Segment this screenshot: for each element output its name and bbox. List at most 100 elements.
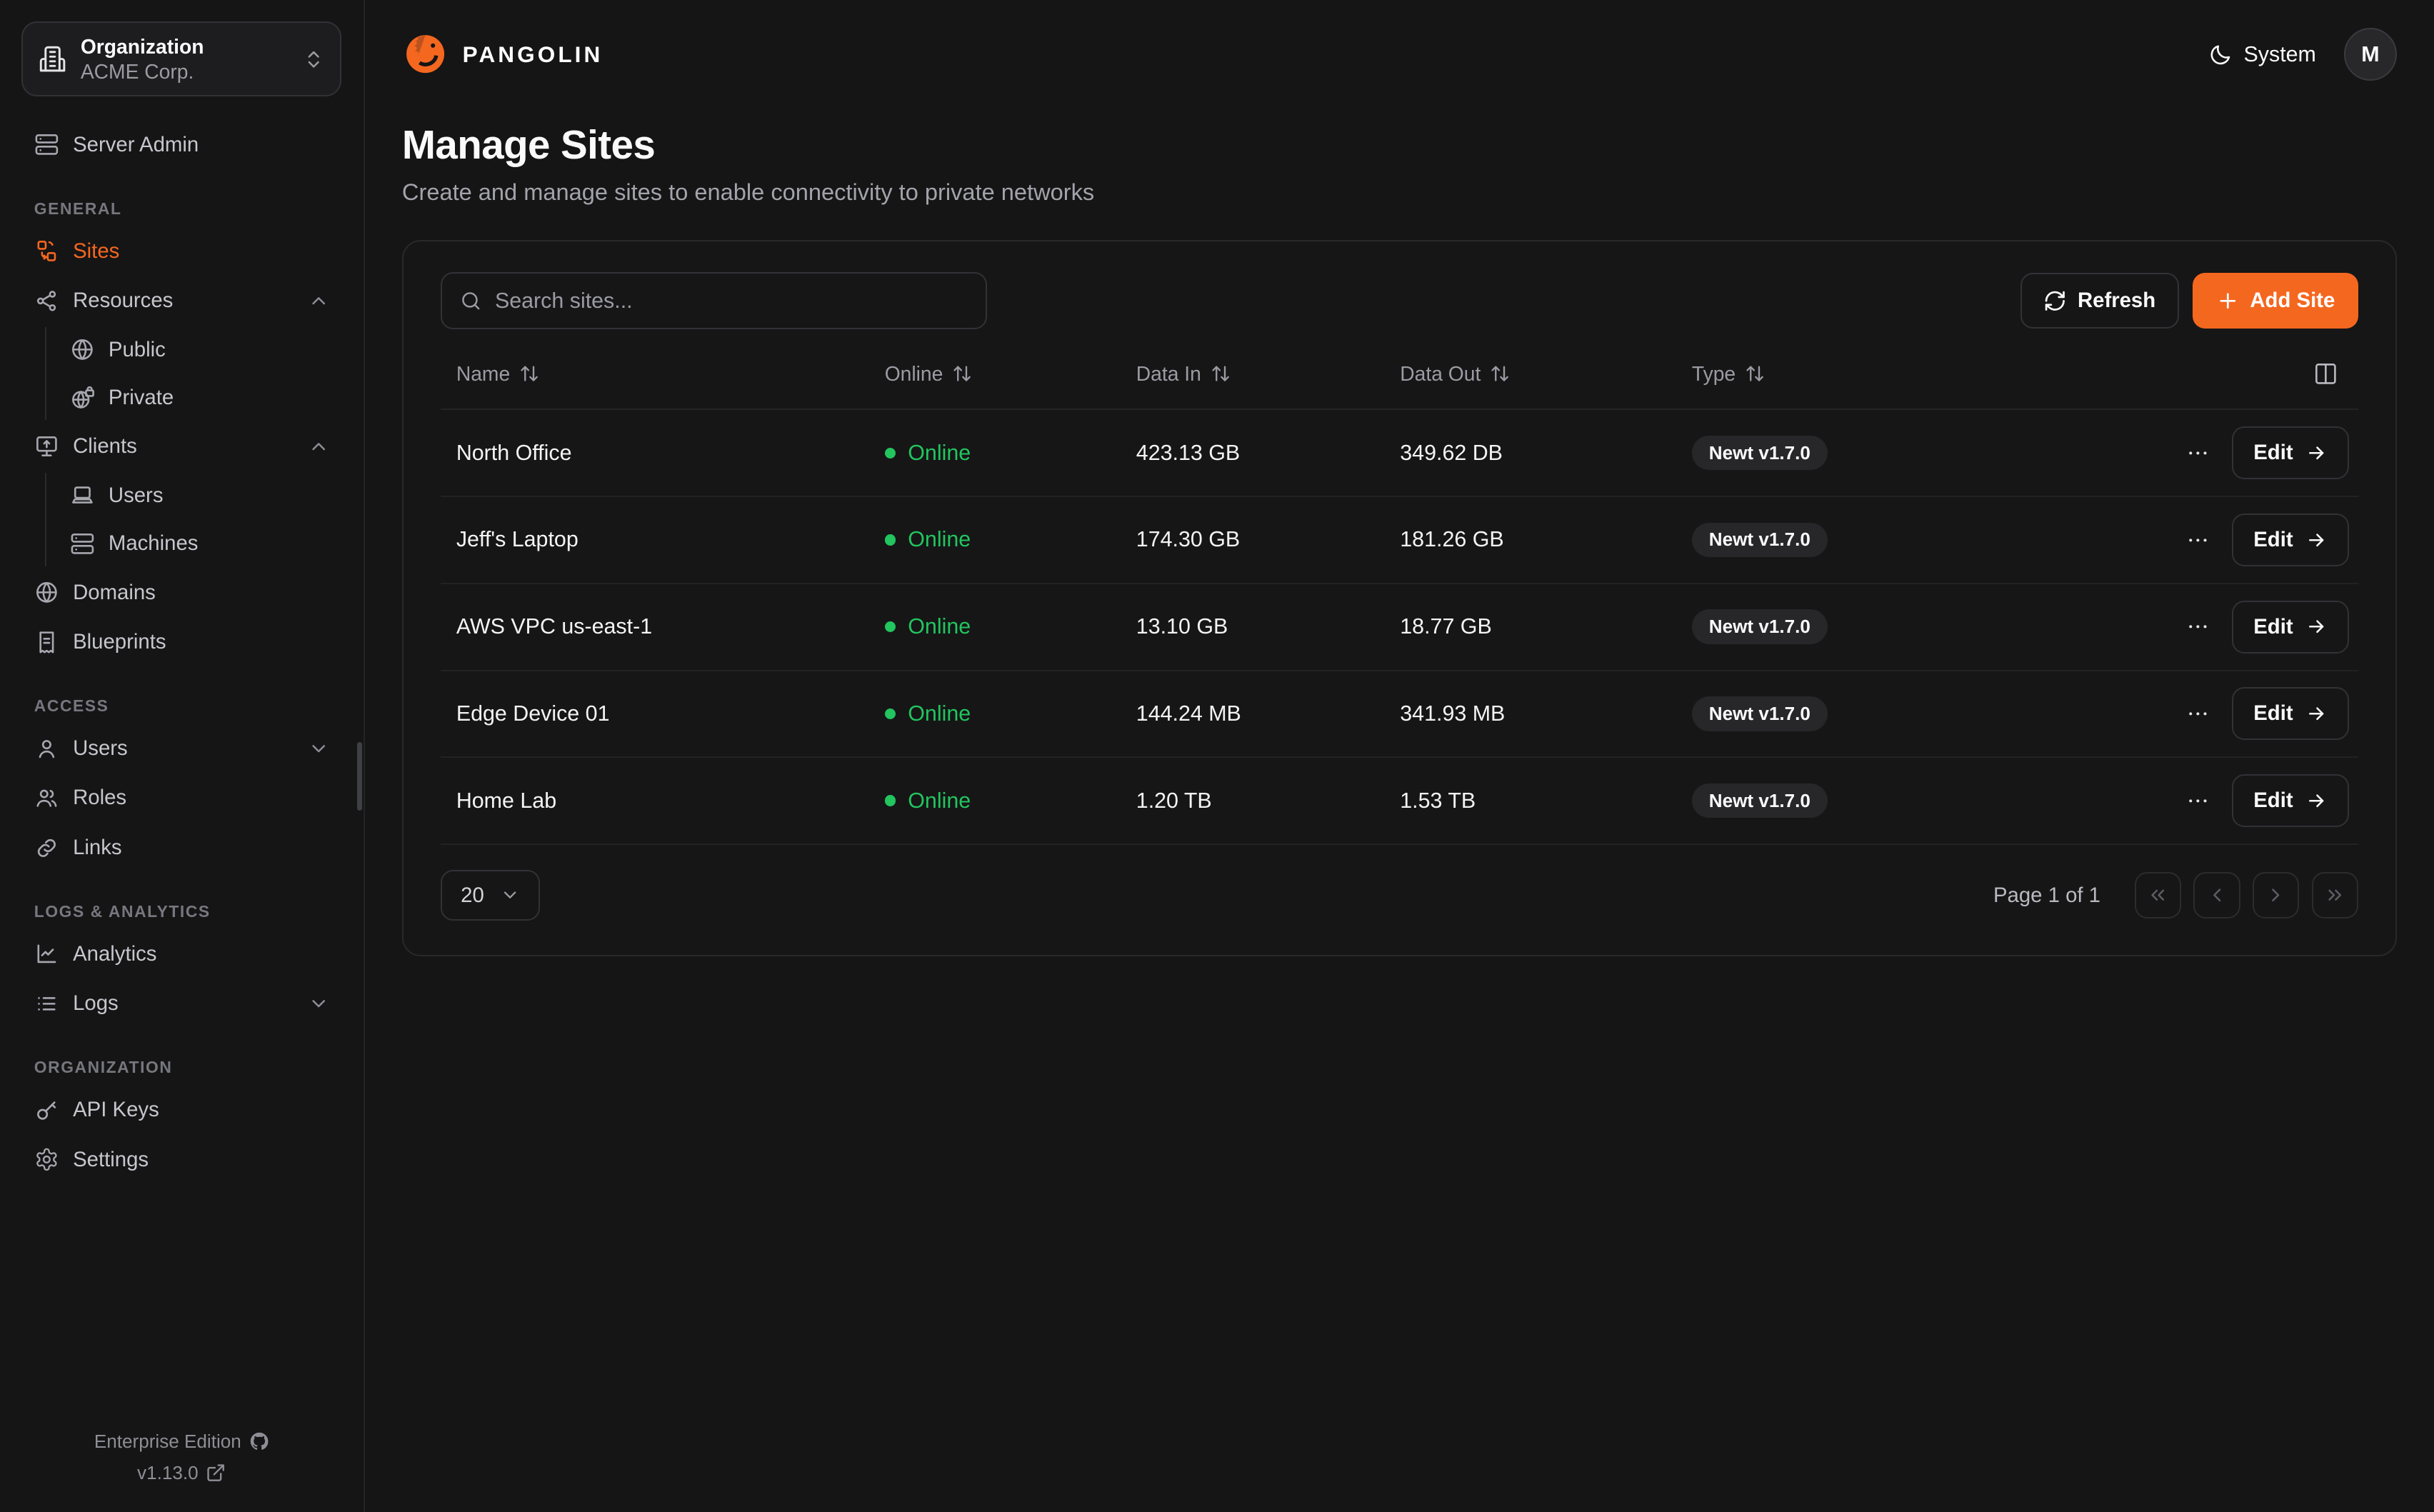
site-data-in: 144.24 MB xyxy=(1136,701,1241,726)
site-type: Newt v1.7.0 xyxy=(1676,783,2085,818)
arrow-right-icon xyxy=(2309,446,2324,460)
chart-line-icon xyxy=(37,944,56,963)
column-header-name[interactable]: Name xyxy=(441,362,869,386)
column-header-data-out[interactable]: Data Out xyxy=(1385,362,1677,386)
sort-icon xyxy=(953,366,971,382)
status-label: Online xyxy=(908,788,971,813)
edit-button[interactable]: Edit xyxy=(2232,600,2349,654)
next-page-button[interactable] xyxy=(2252,871,2300,919)
sidebar-item-analytics[interactable]: Analytics xyxy=(21,931,341,977)
section-label-logs-analytics: LOGS & ANALYTICS xyxy=(34,902,211,921)
globe-icon xyxy=(36,582,57,604)
sidebar-item-client-users[interactable]: Users xyxy=(57,473,341,518)
ellipsis-icon xyxy=(2188,711,2208,716)
type-badge: Newt v1.7.0 xyxy=(1691,783,1828,818)
column-header-online[interactable]: Online xyxy=(869,362,1121,386)
main-area: PANGOLIN System M Manage Sites Create an… xyxy=(365,0,2434,1512)
page-size-select[interactable]: 20 xyxy=(441,869,540,921)
first-page-button[interactable] xyxy=(2134,871,2181,919)
column-header-actions xyxy=(2085,351,2358,397)
row-actions: Edit xyxy=(2085,514,2358,566)
site-type: Newt v1.7.0 xyxy=(1676,696,2085,731)
row-menu-button[interactable] xyxy=(2176,605,2220,649)
chevron-left-icon xyxy=(2213,888,2221,902)
row-menu-button[interactable] xyxy=(2176,431,2220,475)
row-menu-button[interactable] xyxy=(2176,519,2220,562)
version-line[interactable]: v1.13.0 xyxy=(16,1462,348,1484)
sidebar-item-sites[interactable]: Sites xyxy=(21,228,341,274)
refresh-button[interactable]: Refresh xyxy=(2020,273,2179,329)
sidebar-item-links[interactable]: Links xyxy=(21,824,341,871)
column-label: Type xyxy=(1691,361,1736,385)
search-input[interactable] xyxy=(494,288,969,314)
chevron-down-icon xyxy=(311,1000,325,1008)
avatar[interactable]: M xyxy=(2344,28,2397,81)
status-label: Online xyxy=(908,527,971,552)
columns-icon xyxy=(2315,364,2336,384)
sidebar-item-public[interactable]: Public xyxy=(57,327,341,372)
user-icon xyxy=(39,739,54,758)
clients-submenu: Users Machines xyxy=(45,473,341,566)
column-header-data-in[interactable]: Data In xyxy=(1121,362,1384,386)
sidebar-item-label: Settings xyxy=(73,1147,149,1171)
page-head: Manage Sites Create and manage sites to … xyxy=(365,109,2434,236)
table-row: North Office Online 423.13 GB 349.62 DB … xyxy=(441,410,2358,498)
row-menu-button[interactable] xyxy=(2176,779,2220,823)
site-status: Online xyxy=(869,614,1121,639)
row-menu-button[interactable] xyxy=(2176,692,2220,736)
add-site-button[interactable]: Add Site xyxy=(2193,273,2358,329)
site-data-in: 1.20 TB xyxy=(1136,788,1212,813)
sidebar-scrollbar[interactable] xyxy=(357,741,362,811)
org-switcher[interactable]: Organization ACME Corp. xyxy=(21,21,342,97)
sidebar-item-resources[interactable]: Resources xyxy=(21,277,341,324)
status-label: Online xyxy=(908,614,971,639)
key-icon xyxy=(36,1101,56,1120)
search-icon xyxy=(462,292,480,310)
edit-button[interactable]: Edit xyxy=(2232,774,2349,828)
site-name: Jeff's Laptop xyxy=(456,527,579,552)
sidebar-item-clients[interactable]: Clients xyxy=(21,424,341,470)
site-status: Online xyxy=(869,441,1121,466)
site-name: North Office xyxy=(456,440,572,465)
edition-line[interactable]: Enterprise Edition xyxy=(16,1431,348,1453)
edit-label: Edit xyxy=(2253,788,2293,813)
sidebar-item-settings[interactable]: Settings xyxy=(21,1136,341,1183)
chevrons-left-icon xyxy=(2151,889,2165,901)
chevron-down-icon xyxy=(504,891,516,899)
sidebar-item-api-keys[interactable]: API Keys xyxy=(21,1086,341,1133)
sidebar-item-blueprints[interactable]: Blueprints xyxy=(21,619,341,666)
sidebar-item-machines[interactable]: Machines xyxy=(57,521,341,566)
sidebar-item-users[interactable]: Users xyxy=(21,725,341,771)
sidebar-item-logs[interactable]: Logs xyxy=(21,981,341,1027)
column-header-type[interactable]: Type xyxy=(1676,362,2085,386)
server-icon xyxy=(35,134,58,156)
online-dot-icon xyxy=(884,708,896,719)
edit-button[interactable]: Edit xyxy=(2232,426,2349,480)
prev-page-button[interactable] xyxy=(2193,871,2240,919)
ellipsis-icon xyxy=(2188,798,2208,803)
brand[interactable]: PANGOLIN xyxy=(402,31,603,77)
site-status: Online xyxy=(869,701,1121,726)
site-data-out: 341.93 MB xyxy=(1400,701,1506,726)
column-label: Online xyxy=(884,361,943,385)
edit-button[interactable]: Edit xyxy=(2232,514,2349,566)
sidebar-item-server-admin[interactable]: Server Admin xyxy=(21,121,341,168)
online-dot-icon xyxy=(884,447,896,459)
resources-icon xyxy=(36,290,56,311)
last-page-button[interactable] xyxy=(2311,871,2358,919)
building-icon xyxy=(39,46,66,72)
sidebar-item-label: Analytics xyxy=(73,941,157,966)
sidebar-item-private[interactable]: Private xyxy=(57,375,341,420)
theme-toggle[interactable]: System xyxy=(2208,42,2316,67)
site-type: Newt v1.7.0 xyxy=(1676,609,2085,644)
sidebar-item-roles[interactable]: Roles xyxy=(21,775,341,821)
sort-icon xyxy=(1491,366,1509,382)
row-actions: Edit xyxy=(2085,774,2358,828)
sort-icon xyxy=(521,366,539,382)
sidebar-footer: Enterprise Edition v1.13.0 xyxy=(0,1403,364,1512)
sidebar-item-domains[interactable]: Domains xyxy=(21,569,341,616)
columns-toggle-button[interactable] xyxy=(2303,351,2349,397)
site-data-out: 181.26 GB xyxy=(1400,527,1504,552)
online-dot-icon xyxy=(884,795,896,806)
edit-button[interactable]: Edit xyxy=(2232,687,2349,741)
